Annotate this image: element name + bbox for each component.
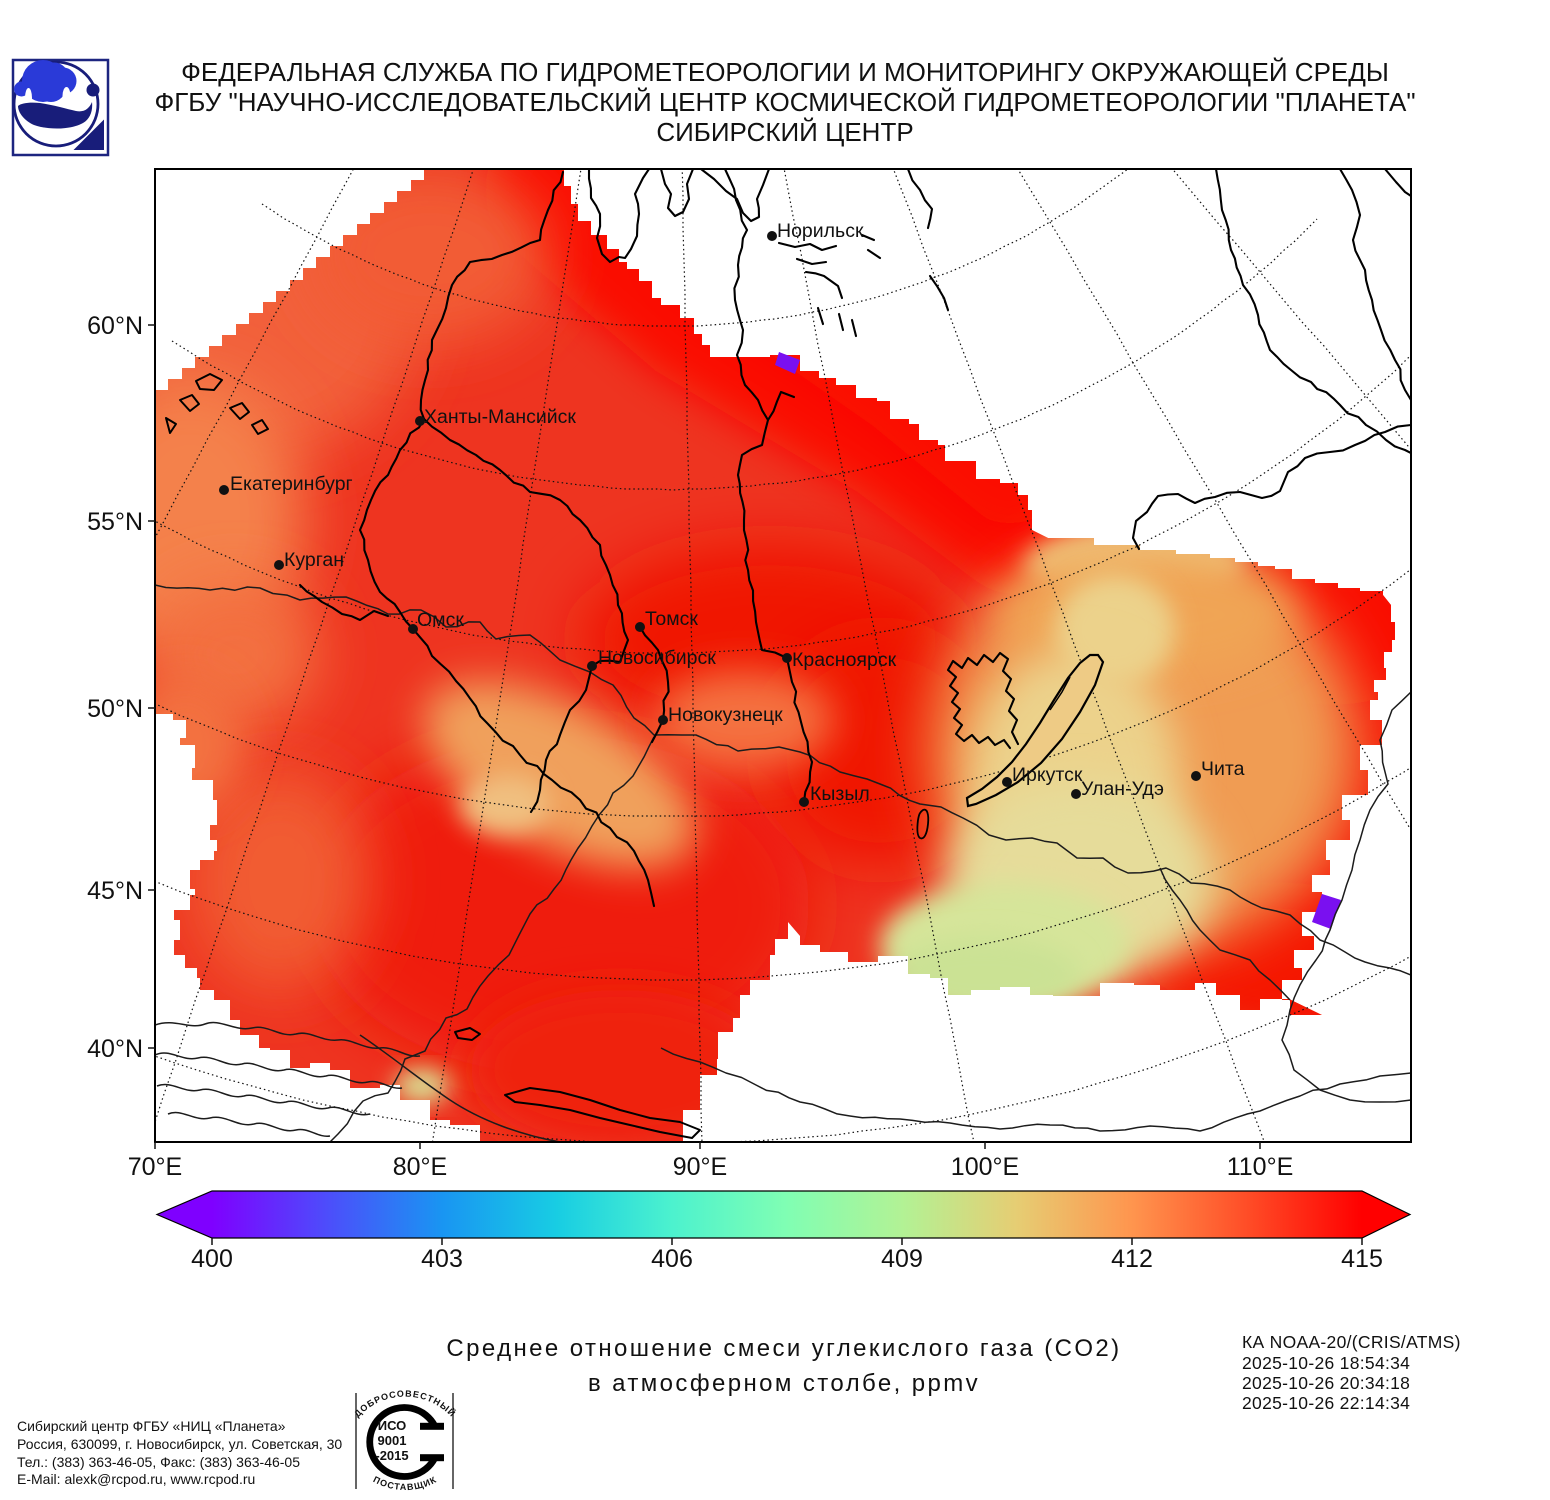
svg-text:40°N: 40°N xyxy=(87,1035,143,1063)
svg-text:406: 406 xyxy=(651,1245,693,1273)
svg-text:45°N: 45°N xyxy=(87,877,143,905)
svg-text:110°E: 110°E xyxy=(1227,1153,1294,1181)
svg-text:Кызыл: Кызыл xyxy=(810,783,870,805)
svg-text:Норильск: Норильск xyxy=(777,220,864,242)
svg-text:Иркутск: Иркутск xyxy=(1012,764,1083,786)
svg-text:60°N: 60°N xyxy=(87,312,143,340)
svg-text:80°E: 80°E xyxy=(393,1153,447,1181)
svg-text:50°N: 50°N xyxy=(87,695,143,723)
svg-text:Сибирский центр ФГБУ «НИЦ «Пла: Сибирский центр ФГБУ «НИЦ «Планета» xyxy=(17,1418,286,1434)
svg-text:Екатеринбург: Екатеринбург xyxy=(230,473,353,495)
svg-text:КА NOAA-20/(CRIS/ATMS): КА NOAA-20/(CRIS/ATMS) xyxy=(1242,1332,1461,1352)
svg-text:Красноярск: Красноярск xyxy=(792,649,897,671)
svg-text:Тел.: (383) 363-46-05, Факс: (: Тел.: (383) 363-46-05, Факс: (383) 363-4… xyxy=(17,1454,300,1470)
svg-text:Омск: Омск xyxy=(417,609,464,631)
svg-text:409: 409 xyxy=(881,1245,923,1273)
svg-text:90°E: 90°E xyxy=(673,1153,727,1181)
svg-text:Ханты-Мансийск: Ханты-Мансийск xyxy=(424,406,576,428)
svg-text:Новосибирск: Новосибирск xyxy=(598,647,716,669)
svg-text:403: 403 xyxy=(421,1245,463,1273)
svg-text:Улан-Удэ: Улан-Удэ xyxy=(1081,778,1164,800)
svg-text:Новокузнецк: Новокузнецк xyxy=(668,704,783,726)
svg-text:Томск: Томск xyxy=(645,608,698,630)
svg-text:СИБИРСКИЙ ЦЕНТР: СИБИРСКИЙ ЦЕНТР xyxy=(656,117,913,147)
svg-text:2025-10-26 22:14:34: 2025-10-26 22:14:34 xyxy=(1242,1393,1410,1413)
svg-text:-2015: -2015 xyxy=(375,1448,408,1463)
svg-text:в атмосферном столбе, ppmv: в атмосферном столбе, ppmv xyxy=(588,1370,980,1397)
svg-text:415: 415 xyxy=(1341,1245,1383,1273)
svg-text:Среднее отношение смеси углеки: Среднее отношение смеси углекислого газа… xyxy=(446,1335,1121,1362)
svg-text:2025-10-26 18:54:34: 2025-10-26 18:54:34 xyxy=(1242,1353,1410,1373)
svg-text:ФЕДЕРАЛЬНАЯ СЛУЖБА ПО ГИДРОМЕТ: ФЕДЕРАЛЬНАЯ СЛУЖБА ПО ГИДРОМЕТЕОРОЛОГИИ … xyxy=(181,57,1389,87)
svg-text:400: 400 xyxy=(191,1245,233,1273)
svg-text:E-Mail: alexk@rcpod.ru, www.rc: E-Mail: alexk@rcpod.ru, www.rcpod.ru xyxy=(17,1471,255,1487)
svg-text:ИСО: ИСО xyxy=(378,1418,407,1433)
svg-text:412: 412 xyxy=(1111,1245,1153,1273)
svg-text:Россия, 630099, г. Новосибирск: Россия, 630099, г. Новосибирск, ул. Сове… xyxy=(17,1436,342,1452)
svg-text:Курган: Курган xyxy=(284,549,344,571)
svg-text:9001: 9001 xyxy=(378,1433,407,1448)
svg-text:100°E: 100°E xyxy=(951,1153,1019,1181)
svg-text:2025-10-26 20:34:18: 2025-10-26 20:34:18 xyxy=(1242,1373,1410,1393)
svg-text:ФГБУ "НАУЧНО-ИССЛЕДОВАТЕЛЬСКИЙ: ФГБУ "НАУЧНО-ИССЛЕДОВАТЕЛЬСКИЙ ЦЕНТР КОС… xyxy=(154,87,1415,117)
svg-text:70°E: 70°E xyxy=(128,1153,182,1181)
svg-text:Чита: Чита xyxy=(1201,758,1245,780)
svg-text:55°N: 55°N xyxy=(87,508,143,536)
